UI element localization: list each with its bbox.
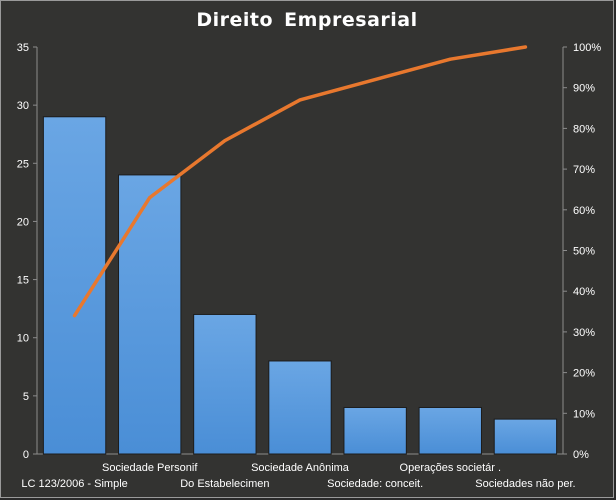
- y2-tick-label: 10%: [573, 408, 595, 420]
- category-label: Operações societár .: [400, 462, 502, 474]
- line-point: [448, 57, 452, 61]
- y-tick-label: 0: [23, 449, 29, 461]
- category-label: Sociedade Personif: [102, 462, 198, 474]
- category-label: Sociedade Anônima: [251, 462, 350, 474]
- y2-tick-label: 0%: [573, 449, 589, 461]
- y-tick-label: 35: [17, 42, 29, 54]
- y-tick-label: 25: [17, 158, 29, 170]
- line-point: [373, 78, 377, 82]
- y2-tick-label: 90%: [573, 83, 595, 95]
- y2-tick-label: 80%: [573, 123, 595, 135]
- chart-title: Direito Empresarial: [196, 9, 418, 31]
- y2-tick-label: 70%: [573, 164, 595, 176]
- bar: [118, 174, 182, 455]
- y2-tick-label: 40%: [573, 286, 595, 298]
- line-point: [73, 314, 77, 318]
- line-point: [523, 45, 527, 49]
- bar: [418, 406, 482, 455]
- bar: [493, 418, 558, 455]
- bar: [268, 360, 332, 455]
- y-tick-label: 15: [17, 275, 29, 287]
- y-tick-label: 30: [17, 100, 29, 112]
- line-point: [223, 139, 227, 143]
- category-label: Sociedades não per.: [475, 478, 575, 490]
- bar: [193, 313, 257, 455]
- y2-tick-label: 60%: [573, 205, 595, 217]
- y2-tick-label: 20%: [573, 368, 595, 380]
- y2-tick-label: 100%: [573, 42, 601, 54]
- category-label: Sociedade: conceit.: [327, 478, 423, 490]
- y2-tick-label: 30%: [573, 327, 595, 339]
- category-label: Do Estabelecimen: [180, 478, 269, 490]
- category-label: LC 123/2006 - Simple: [21, 478, 127, 490]
- bar: [343, 406, 407, 455]
- y-tick-label: 20: [17, 216, 29, 228]
- line-point: [148, 196, 152, 200]
- bar: [42, 116, 107, 455]
- y2-tick-label: 50%: [573, 246, 595, 258]
- y-tick-label: 5: [23, 391, 29, 403]
- line-point: [298, 98, 302, 102]
- y-tick-label: 10: [17, 333, 29, 345]
